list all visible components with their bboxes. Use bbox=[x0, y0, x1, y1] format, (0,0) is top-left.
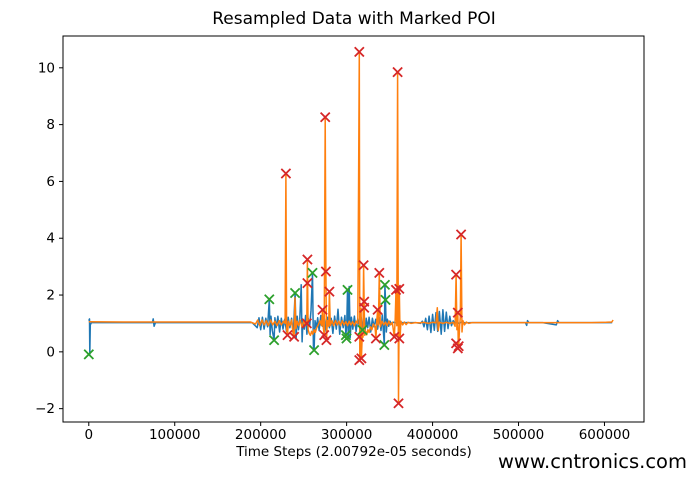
watermark: www.cntronics.com bbox=[498, 450, 687, 473]
poi-red-x-marker bbox=[354, 46, 365, 58]
x-axis-label: Time Steps (2.00792e-05 seconds) bbox=[235, 444, 472, 460]
poi-red-x-marker bbox=[302, 254, 313, 265]
poi-red-x-marker bbox=[452, 307, 464, 318]
poi-red-x-marker bbox=[394, 333, 405, 344]
poi-red-x-marker bbox=[301, 318, 313, 329]
y-tick-label: 2 bbox=[46, 288, 55, 304]
poi-red-x-marker bbox=[324, 286, 335, 297]
marker-group-poi-red-x bbox=[280, 46, 467, 409]
x-tick-label: 100000 bbox=[149, 427, 201, 443]
y-tick-label: 8 bbox=[46, 117, 55, 133]
x-axis-ticks: 0 100000 200000 300000 400000 500000 600000 bbox=[84, 422, 630, 443]
x-tick-label: 0 bbox=[84, 427, 93, 443]
poi-red-x-marker bbox=[453, 340, 464, 352]
poi-red-x-marker bbox=[319, 111, 331, 123]
y-tick-label: 4 bbox=[46, 231, 55, 247]
poi-green-x-marker bbox=[289, 287, 301, 299]
x-tick-label: 400000 bbox=[407, 427, 459, 443]
series-lines bbox=[88, 51, 614, 405]
poi-green-x-marker bbox=[379, 339, 390, 351]
poi-green-x-marker bbox=[379, 279, 391, 291]
poi-red-x-marker bbox=[358, 259, 369, 271]
poi-green-x-marker bbox=[341, 333, 352, 344]
poi-red-x-marker bbox=[394, 283, 405, 295]
poi-green-x-marker bbox=[268, 334, 280, 346]
y-tick-label: 10 bbox=[38, 60, 55, 76]
poi-red-x-marker bbox=[392, 66, 403, 78]
y-axis-ticks: −2 0 2 4 6 8 10 bbox=[35, 60, 63, 417]
poi-red-x-marker bbox=[390, 284, 402, 296]
x-tick-label: 300000 bbox=[321, 427, 373, 443]
poi-green-x-marker bbox=[264, 294, 275, 305]
poi-green-x-marker bbox=[307, 267, 318, 279]
poi-red-x-marker bbox=[356, 353, 367, 364]
poi-red-x-marker bbox=[370, 333, 382, 344]
poi-green-x-marker bbox=[83, 349, 95, 360]
poi-red-x-marker bbox=[450, 269, 462, 280]
x-tick-label: 600000 bbox=[579, 427, 631, 443]
y-tick-label: 0 bbox=[46, 344, 55, 360]
poi-red-x-marker bbox=[452, 343, 464, 354]
poi-red-x-marker bbox=[288, 331, 300, 343]
plot-border bbox=[62, 35, 645, 423]
poi-red-x-marker bbox=[354, 331, 365, 343]
poi-red-x-marker bbox=[455, 229, 467, 240]
x-tick-label: 200000 bbox=[235, 427, 287, 443]
poi-red-x-marker bbox=[302, 277, 313, 289]
y-tick-label: −2 bbox=[35, 401, 55, 417]
poi-red-x-marker bbox=[317, 304, 328, 316]
poi-green-x-marker bbox=[357, 324, 368, 336]
poi-red-x-marker bbox=[358, 302, 370, 314]
series-line-resampled-signal-2 bbox=[88, 51, 614, 405]
poi-green-x-marker bbox=[342, 284, 353, 296]
poi-green-x-marker bbox=[380, 294, 391, 306]
poi-green-x-marker bbox=[340, 329, 352, 341]
poi-markers bbox=[83, 46, 467, 409]
poi-red-x-marker bbox=[372, 304, 383, 316]
poi-red-x-marker bbox=[320, 266, 332, 277]
marker-group-poi-green-x bbox=[83, 267, 391, 360]
poi-red-x-marker bbox=[280, 168, 292, 179]
y-tick-label: 6 bbox=[46, 174, 55, 190]
poi-red-x-marker bbox=[321, 334, 332, 346]
x-tick-label: 500000 bbox=[493, 427, 545, 443]
poi-red-x-marker bbox=[393, 398, 404, 409]
poi-red-x-marker bbox=[374, 267, 385, 279]
poi-green-x-marker bbox=[308, 344, 320, 356]
chart-title: Resampled Data with Marked POI bbox=[212, 9, 496, 29]
